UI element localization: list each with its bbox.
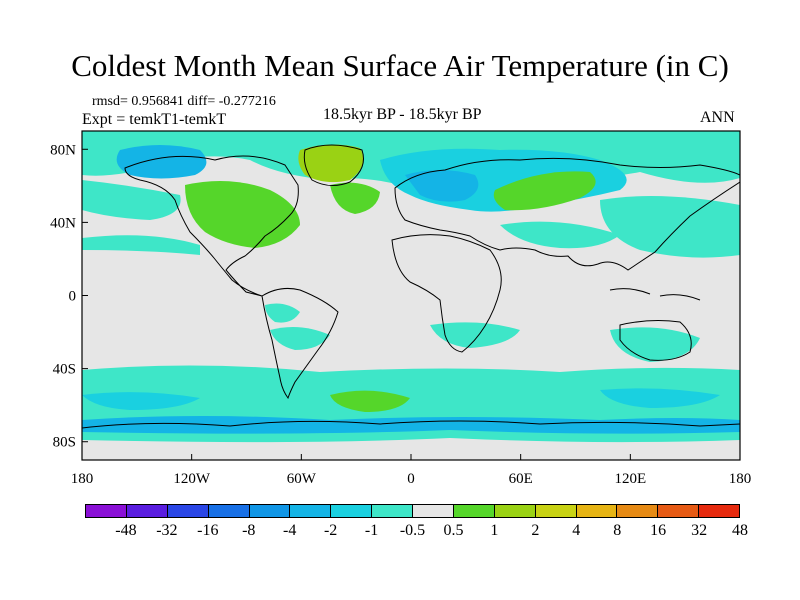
colorbar-label: 16 (650, 522, 667, 539)
x-tick-label: 60E (509, 471, 533, 487)
colorbar-segment (658, 505, 700, 517)
colorbar-segment (249, 505, 291, 517)
coastline-africa (391, 234, 502, 353)
colorbar-label: -8 (242, 522, 256, 539)
colorbar-segment (453, 505, 495, 517)
warm-region-southern-ocean (330, 390, 410, 412)
cool-region-northern-europe (405, 170, 479, 202)
x-tick-label: 180 (729, 471, 752, 487)
colorbar-segment (413, 505, 454, 517)
colorbar-segment (126, 505, 168, 517)
colorbar-segment (208, 505, 250, 517)
colorbar-segment (699, 505, 739, 517)
coastline-north-america (124, 155, 299, 297)
colorbar-label: -16 (197, 522, 219, 539)
cool-region-south-pacific-1 (430, 322, 520, 348)
experiment-label: Expt = temkT1-temkT (82, 111, 227, 128)
y-tick-label: 0 (69, 289, 77, 305)
x-tick-label: 120E (614, 471, 646, 487)
cool-region-asia-pacific (600, 196, 740, 258)
stats-text: rmsd= 0.956841 diff= -0.277216 (92, 94, 276, 109)
y-tick-label: 80N (50, 142, 76, 158)
colorbar-segment (167, 505, 209, 517)
x-tick-label: 120W (173, 471, 211, 487)
colorbar-segment (535, 505, 577, 517)
map-field (82, 131, 740, 460)
colorbar-label: 48 (732, 522, 748, 539)
colorbar-segment (372, 505, 413, 517)
cool-region-south-atlantic (270, 326, 330, 350)
colorbar-label: -32 (156, 522, 178, 539)
colorbar-segment (86, 505, 127, 517)
colorbar-label: -4 (283, 522, 297, 539)
x-tick-label: 180 (71, 471, 94, 487)
colorbar-label: 32 (691, 522, 708, 539)
cool-region-peru (265, 303, 300, 323)
colorbar-label: 4 (572, 522, 581, 539)
cool-region-antarctic-coast (82, 416, 740, 434)
colorbar-segment (576, 505, 618, 517)
warm-region-central-asia (493, 171, 596, 211)
colorbar-label: -48 (115, 522, 137, 539)
colorbar-label: 8 (613, 522, 622, 539)
cool-region-australia-south (610, 327, 700, 362)
coastline-greenland (303, 144, 364, 186)
coastlines (82, 144, 740, 429)
colorbar-segment (494, 505, 536, 517)
x-tick-label: 60W (287, 471, 317, 487)
cool-region-mid-lat-band-n (82, 235, 200, 255)
x-axis: 180 120W 60W 0 60E 120E 180 (71, 454, 752, 487)
colorbar-label: 0.5 (443, 522, 464, 539)
warm-region-north-atlantic (330, 182, 380, 214)
colorbar-segment (331, 505, 373, 517)
colorbar-label: 2 (531, 522, 540, 539)
coastline-indonesia (609, 288, 701, 301)
period-label: 18.5kyr BP - 18.5kyr BP (323, 106, 482, 123)
cool-region-north-pacific (82, 180, 181, 220)
colorbar-label: -0.5 (399, 522, 426, 539)
x-tick-label: 0 (407, 471, 415, 487)
colorbar (85, 504, 740, 518)
colorbar-label: -2 (323, 522, 338, 539)
y-tick-label: 40N (50, 215, 76, 231)
cool-region-east-asia (500, 221, 620, 249)
coastline-australia (619, 320, 692, 361)
y-tick-label: 40S (53, 362, 76, 378)
cool-region-southern-ocean-e (600, 388, 720, 408)
cool-region-alaska (116, 145, 207, 179)
coastline-antarctica (82, 420, 740, 429)
colorbar-label: 1 (490, 522, 499, 539)
coastline-south-america (261, 288, 339, 400)
colorbar-label: -1 (364, 522, 379, 539)
warm-region-greenland (298, 144, 364, 183)
y-axis: 80N 40N 0 40S 80S (50, 142, 88, 451)
colorbar-segment (290, 505, 332, 517)
colorbar-segment (617, 505, 659, 517)
chart-title: Coldest Month Mean Surface Air Temperatu… (71, 48, 729, 83)
season-label: ANN (700, 109, 735, 126)
cool-region-southern-ocean-w (82, 392, 200, 410)
y-tick-label: 80S (53, 435, 76, 451)
coastline-eurasia (394, 157, 740, 271)
